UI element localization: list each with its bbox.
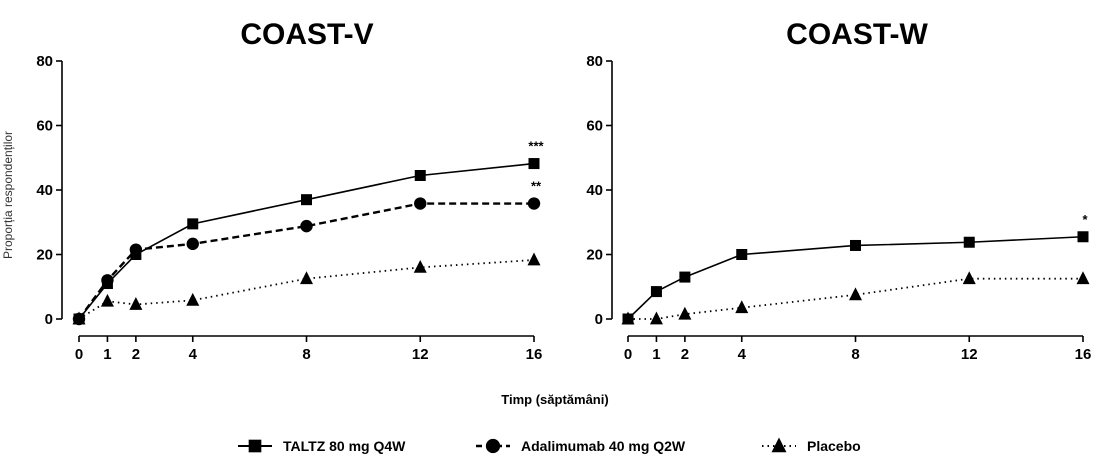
x-tick-label: 8 <box>302 346 310 363</box>
x-tick-label: 12 <box>412 346 429 363</box>
data-point-placebo <box>735 300 749 314</box>
data-point-adalimumab <box>300 219 313 233</box>
legend-item: Adalimumab 40 mg Q2W <box>476 438 686 454</box>
data-point-placebo <box>849 287 862 301</box>
data-point-taltz <box>528 158 540 170</box>
x-tick-label: 2 <box>132 346 140 363</box>
data-point-placebo <box>678 306 692 320</box>
x-tick-label: 0 <box>75 346 83 363</box>
x-tick-label: 4 <box>738 346 747 363</box>
x-tick-label: 4 <box>189 346 198 363</box>
data-point-placebo <box>186 292 200 306</box>
data-point-taltz <box>736 249 748 260</box>
legend-item: Placebo <box>762 437 861 454</box>
significance-annotation: *** <box>528 139 544 154</box>
data-point-placebo <box>413 259 427 273</box>
legend-label: Placebo <box>807 438 861 454</box>
data-point-placebo <box>129 297 143 310</box>
data-point-taltz <box>414 169 426 181</box>
x-tick-label: 16 <box>1075 346 1092 363</box>
x-tick-label: 2 <box>681 346 689 363</box>
data-point-adalimumab <box>414 197 427 210</box>
legend-marker <box>485 438 501 454</box>
data-point-placebo <box>72 311 86 325</box>
y-tick-label: 60 <box>36 118 53 135</box>
data-point-placebo <box>1076 271 1090 285</box>
x-tick-label: 1 <box>652 346 660 363</box>
data-point-taltz <box>963 236 975 248</box>
data-point-placebo <box>621 311 635 325</box>
panel-title: COAST-V <box>240 18 373 51</box>
legend-marker <box>248 439 262 453</box>
data-point-taltz <box>1077 231 1089 243</box>
data-point-adalimumab <box>186 237 199 251</box>
y-tick-label: 60 <box>586 118 603 135</box>
legend-label: Adalimumab 40 mg Q2W <box>521 438 686 454</box>
series-line-placebo <box>78 259 535 320</box>
legend: TALTZ 80 mg Q4W Adalimumab 40 mg Q2W Place… <box>238 437 861 454</box>
legend-label: TALTZ 80 mg Q4W <box>283 438 406 454</box>
x-tick-label: 8 <box>851 346 859 363</box>
data-point-taltz <box>679 271 691 283</box>
data-point-adalimumab <box>101 274 114 287</box>
panel-title: COAST-W <box>786 18 928 51</box>
data-point-taltz <box>187 218 199 230</box>
x-tick-label: 0 <box>624 346 632 363</box>
y-tick-label: 20 <box>586 247 603 264</box>
legend-item: TALTZ 80 mg Q4W <box>238 438 406 454</box>
y-tick-label: 20 <box>36 247 53 264</box>
y-tick-label: 80 <box>586 53 603 70</box>
x-tick-label: 1 <box>103 346 111 363</box>
y-tick-label: 0 <box>595 311 603 328</box>
series-line-taltz <box>78 162 535 320</box>
y-tick-label: 40 <box>586 182 603 199</box>
y-axis-label: Proporția respondenților <box>1 131 15 259</box>
data-point-taltz <box>850 239 861 251</box>
data-point-taltz <box>650 286 662 298</box>
y-tick-label: 40 <box>36 182 53 199</box>
data-point-placebo <box>100 293 114 307</box>
data-point-placebo <box>300 271 313 285</box>
data-point-placebo <box>649 311 663 325</box>
data-point-adalimumab <box>129 243 143 256</box>
data-point-placebo <box>962 271 976 285</box>
x-axis-label: Timp (săptămâni) <box>501 392 608 407</box>
significance-annotation: ** <box>531 179 542 194</box>
legend-marker <box>771 437 787 453</box>
x-tick-label: 16 <box>526 346 543 363</box>
significance-annotation: * <box>1082 212 1088 227</box>
y-tick-label: 0 <box>45 311 53 328</box>
data-point-placebo <box>527 252 541 266</box>
y-tick-label: 80 <box>36 53 53 70</box>
data-point-adalimumab <box>527 197 541 210</box>
x-tick-label: 12 <box>961 346 978 363</box>
data-point-taltz <box>301 194 312 206</box>
